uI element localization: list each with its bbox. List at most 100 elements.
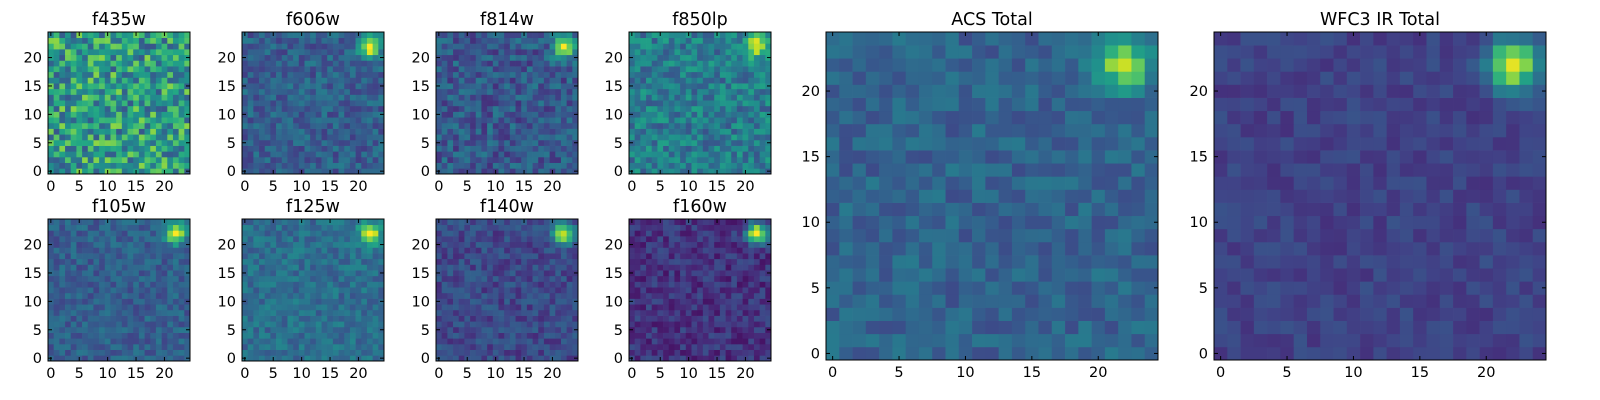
heatmap-cell	[281, 105, 288, 112]
heatmap-cell	[560, 304, 567, 311]
heatmap-cell	[338, 32, 345, 39]
heatmap-cell	[646, 270, 653, 277]
heatmap-cell	[680, 270, 687, 277]
heatmap-cell	[247, 281, 254, 288]
heatmap-cell	[259, 94, 266, 101]
heatmap-cell	[458, 230, 465, 237]
heatmap-cell	[253, 122, 260, 129]
heatmap-cell	[748, 54, 755, 61]
heatmap-cell	[447, 71, 454, 78]
heatmap-cell	[458, 219, 465, 226]
heatmap-cell	[332, 230, 339, 237]
heatmap-cell	[719, 338, 726, 345]
heatmap-cell	[742, 281, 749, 288]
heatmap-cell	[668, 156, 675, 163]
heatmap-cell	[332, 134, 339, 141]
heatmap-cell	[321, 230, 328, 237]
heatmap-cell	[127, 117, 134, 124]
heatmap-cell	[53, 355, 60, 362]
heatmap-cell	[566, 66, 573, 73]
heatmap-cell	[560, 241, 567, 248]
heatmap-cell	[133, 105, 140, 112]
heatmap-cell	[82, 60, 89, 67]
heatmap-cell	[259, 122, 266, 129]
heatmap-cell	[634, 100, 641, 107]
heatmap-cell	[247, 270, 254, 277]
heatmap-cell	[332, 304, 339, 311]
heatmap-cell	[629, 37, 636, 44]
heatmap-cell	[492, 88, 499, 95]
heatmap-cell	[321, 281, 328, 288]
heatmap-cell	[70, 156, 77, 163]
heatmap-cell	[759, 43, 766, 50]
heatmap-cell	[509, 247, 516, 254]
heatmap-cell	[259, 128, 266, 135]
heatmap-cell	[470, 151, 477, 158]
heatmap-cell	[298, 258, 305, 265]
heatmap-cell	[566, 145, 573, 152]
heatmap-cell	[685, 281, 692, 288]
heatmap-cell	[487, 292, 494, 299]
heatmap-cell	[281, 54, 288, 61]
heatmap-cell	[372, 66, 379, 73]
heatmap-cell	[725, 151, 732, 158]
heatmap-cell	[464, 162, 471, 169]
heatmap-cell	[470, 315, 477, 322]
heatmap-cell	[70, 66, 77, 73]
heatmap-cell	[361, 66, 368, 73]
heatmap-cell	[366, 156, 373, 163]
heatmap-cell	[59, 315, 66, 322]
heatmap-cell	[708, 355, 715, 362]
heatmap-cell	[475, 100, 482, 107]
heatmap-cell	[276, 332, 283, 339]
heatmap-cell	[178, 326, 185, 333]
heatmap-cell	[259, 139, 266, 146]
heatmap-cell	[453, 128, 460, 135]
heatmap-cell	[361, 139, 368, 146]
heatmap-cell	[138, 270, 145, 277]
heatmap-cell	[475, 105, 482, 112]
heatmap-cell	[253, 230, 260, 237]
heatmap-cell	[708, 49, 715, 56]
heatmap-cell	[487, 77, 494, 84]
heatmap-cell	[697, 134, 704, 141]
heatmap-cell	[59, 77, 66, 84]
heatmap-cell	[53, 224, 60, 231]
heatmap-cell	[504, 287, 511, 294]
heatmap-cell	[110, 224, 117, 231]
heatmap-cell	[259, 275, 266, 282]
heatmap-cell	[116, 54, 123, 61]
heatmap-cell	[572, 304, 579, 311]
heatmap-cell	[572, 145, 579, 152]
heatmap-cell	[121, 230, 128, 237]
heatmap-cell	[310, 88, 317, 95]
heatmap-cell	[719, 88, 726, 95]
heatmap-cell	[742, 309, 749, 316]
heatmap-cell	[748, 32, 755, 39]
y-tick-label: 10	[412, 294, 430, 310]
heatmap-cell	[629, 71, 636, 78]
heatmap-cell	[150, 338, 157, 345]
heatmap-cell	[361, 88, 368, 95]
heatmap-cell	[150, 355, 157, 362]
heatmap-cell	[657, 343, 664, 350]
heatmap-cell	[178, 258, 185, 265]
heatmap-cell	[691, 139, 698, 146]
heatmap-cell	[276, 275, 283, 282]
heatmap-cell	[532, 326, 539, 333]
heatmap-cell	[93, 43, 100, 50]
heatmap-cell	[310, 134, 317, 141]
heatmap-cell	[253, 77, 260, 84]
heatmap-cell	[321, 298, 328, 305]
heatmap-cell	[378, 258, 385, 265]
heatmap-cell	[144, 43, 151, 50]
heatmap-cell	[481, 162, 488, 169]
heatmap-cell	[504, 94, 511, 101]
heatmap-cell	[436, 236, 443, 243]
heatmap-cell	[566, 292, 573, 299]
heatmap-cell	[172, 343, 179, 350]
heatmap-cell	[555, 71, 562, 78]
heatmap-cell	[549, 49, 556, 56]
heatmap-cell	[264, 66, 271, 73]
heatmap-cell	[509, 128, 516, 135]
